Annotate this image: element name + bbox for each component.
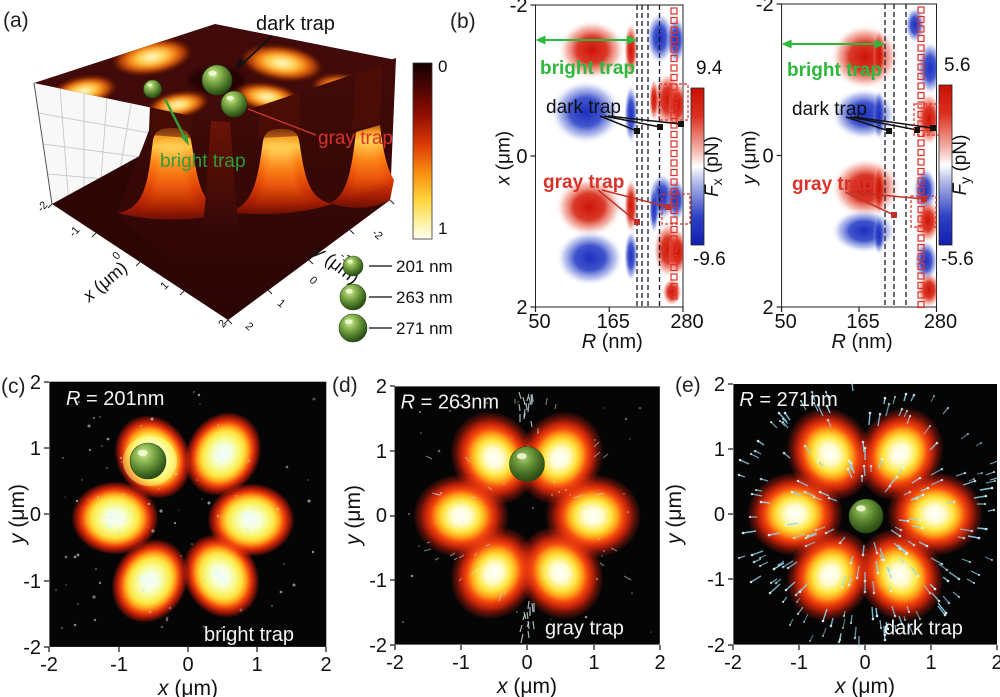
svg-text:gray trap: gray trap	[792, 174, 873, 195]
svg-text:1: 1	[158, 280, 171, 293]
svg-text:5.6: 5.6	[944, 55, 970, 76]
svg-text:x (μm): x (μm)	[78, 257, 131, 306]
svg-text:-1: -1	[452, 652, 470, 674]
svg-text:0: 0	[30, 504, 41, 526]
svg-text:-1: -1	[369, 570, 387, 592]
svg-text:-2: -2	[756, 0, 774, 16]
svg-text:165: 165	[597, 311, 630, 333]
svg-text:0: 0	[438, 57, 447, 76]
svg-text:bright trap: bright trap	[204, 624, 294, 646]
svg-text:0: 0	[182, 654, 193, 676]
svg-text:2: 2	[320, 654, 331, 676]
svg-text:dark trap: dark trap	[546, 97, 621, 118]
svg-text:0: 0	[516, 146, 527, 168]
svg-text:R = 263nm: R = 263nm	[401, 391, 499, 413]
svg-text:-9.6: -9.6	[693, 249, 726, 270]
svg-text:2: 2	[762, 297, 773, 319]
svg-text:R (nm): R (nm)	[831, 331, 892, 353]
svg-text:2: 2	[376, 376, 387, 398]
svg-text:1: 1	[925, 652, 936, 674]
svg-text:-2: -2	[707, 635, 725, 657]
svg-text:1: 1	[30, 438, 41, 460]
svg-text:0: 0	[762, 146, 773, 168]
svg-text:Fy (pN): Fy (pN)	[950, 135, 973, 196]
svg-text:165: 165	[846, 311, 879, 333]
svg-text:-5.6: -5.6	[941, 249, 974, 270]
svg-text:280: 280	[670, 311, 703, 333]
svg-text:-1: -1	[23, 571, 41, 593]
svg-text:0: 0	[521, 652, 532, 674]
svg-text:0: 0	[859, 652, 870, 674]
svg-text:gray trap: gray trap	[545, 618, 624, 640]
svg-text:dark trap: dark trap	[792, 99, 867, 120]
svg-text:gray trap: gray trap	[318, 128, 393, 149]
svg-text:(c): (c)	[1, 375, 26, 398]
svg-text:-2: -2	[510, 0, 528, 17]
svg-text:R = 271nm: R = 271nm	[739, 389, 837, 411]
svg-text:1: 1	[714, 439, 725, 461]
svg-text:-2: -2	[369, 227, 384, 242]
svg-text:x (μm): x (μm)	[496, 675, 557, 697]
svg-text:2: 2	[243, 320, 256, 333]
svg-text:2: 2	[714, 374, 725, 396]
svg-text:y (μm): y (μm)	[663, 484, 686, 546]
svg-text:1: 1	[588, 652, 599, 674]
svg-text:y (μm): y (μm)	[6, 484, 29, 546]
svg-text:-2: -2	[23, 637, 41, 659]
svg-text:271 nm: 271 nm	[396, 319, 453, 338]
svg-text:50: 50	[528, 311, 550, 333]
svg-text:x (μm): x (μm)	[834, 675, 895, 697]
svg-text:-1: -1	[790, 652, 808, 674]
svg-text:1: 1	[251, 654, 262, 676]
svg-text:-2: -2	[40, 654, 58, 676]
svg-text:bright trap: bright trap	[787, 60, 882, 81]
svg-text:0: 0	[307, 274, 320, 287]
svg-text:1: 1	[376, 441, 387, 463]
svg-text:1: 1	[275, 297, 288, 310]
svg-text:y (μm): y (μm)	[342, 485, 365, 547]
svg-text:50: 50	[774, 311, 796, 333]
svg-text:-1: -1	[110, 654, 128, 676]
svg-text:280: 280	[924, 311, 957, 333]
svg-text:dark trap: dark trap	[884, 618, 963, 640]
svg-text:(e): (e)	[675, 374, 701, 397]
svg-text:bright trap: bright trap	[160, 151, 246, 172]
svg-text:2: 2	[30, 372, 41, 394]
svg-text:R = 201nm: R = 201nm	[66, 388, 164, 410]
svg-text:263 nm: 263 nm	[396, 288, 453, 307]
svg-text:2: 2	[216, 318, 229, 331]
svg-text:-2: -2	[35, 199, 50, 214]
svg-text:2: 2	[991, 652, 1000, 674]
svg-text:x (μm): x (μm)	[157, 677, 218, 697]
svg-text:1: 1	[438, 219, 447, 238]
svg-text:0: 0	[714, 504, 725, 526]
svg-text:-2: -2	[386, 652, 404, 674]
svg-text:gray trap: gray trap	[543, 172, 624, 193]
svg-text:(b): (b)	[450, 10, 476, 33]
svg-text:-2: -2	[724, 652, 742, 674]
svg-text:-2: -2	[369, 635, 387, 657]
svg-text:x (μm): x (μm)	[494, 131, 515, 186]
svg-text:(a): (a)	[3, 9, 29, 32]
svg-text:R (nm): R (nm)	[582, 331, 643, 353]
svg-text:y (μm): y (μm)	[740, 130, 761, 186]
svg-text:2: 2	[654, 652, 665, 674]
svg-text:-1: -1	[67, 224, 82, 239]
svg-text:-1: -1	[707, 569, 725, 591]
svg-text:dark trap: dark trap	[256, 13, 335, 35]
svg-text:bright trap: bright trap	[540, 58, 635, 79]
svg-text:Fx (pN): Fx (pN)	[702, 136, 725, 197]
svg-text:(d): (d)	[332, 374, 358, 397]
svg-text:9.4: 9.4	[696, 58, 723, 79]
svg-text:0: 0	[376, 505, 387, 527]
svg-text:2: 2	[516, 297, 527, 319]
svg-text:201 nm: 201 nm	[396, 257, 453, 276]
